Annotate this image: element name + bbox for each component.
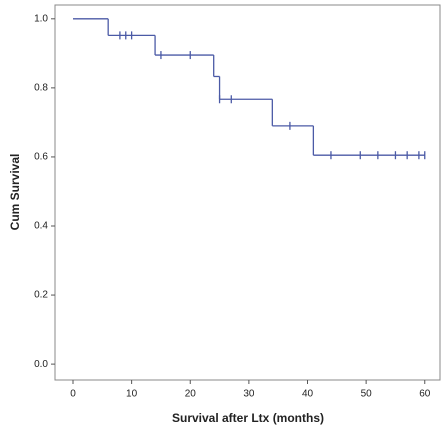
x-axis-title: Survival after Ltx (months) <box>172 411 324 425</box>
x-tick-label: 30 <box>243 389 255 400</box>
y-tick-label: 0.0 <box>34 359 48 370</box>
y-tick-label: 0.6 <box>34 152 48 163</box>
x-tick-label: 10 <box>126 389 138 400</box>
x-tick-label: 20 <box>185 389 197 400</box>
y-tick-label: 0.2 <box>34 290 48 301</box>
y-tick-label: 0.4 <box>34 221 48 232</box>
x-tick-label: 40 <box>302 389 314 400</box>
x-tick-label: 60 <box>419 389 431 400</box>
y-tick-label: 1.0 <box>34 13 48 24</box>
y-axis-title: Cum Survival <box>8 154 22 231</box>
y-tick-label: 0.8 <box>34 83 48 94</box>
x-tick-label: 0 <box>70 389 76 400</box>
x-tick-label: 50 <box>361 389 373 400</box>
plot-area <box>54 4 441 381</box>
